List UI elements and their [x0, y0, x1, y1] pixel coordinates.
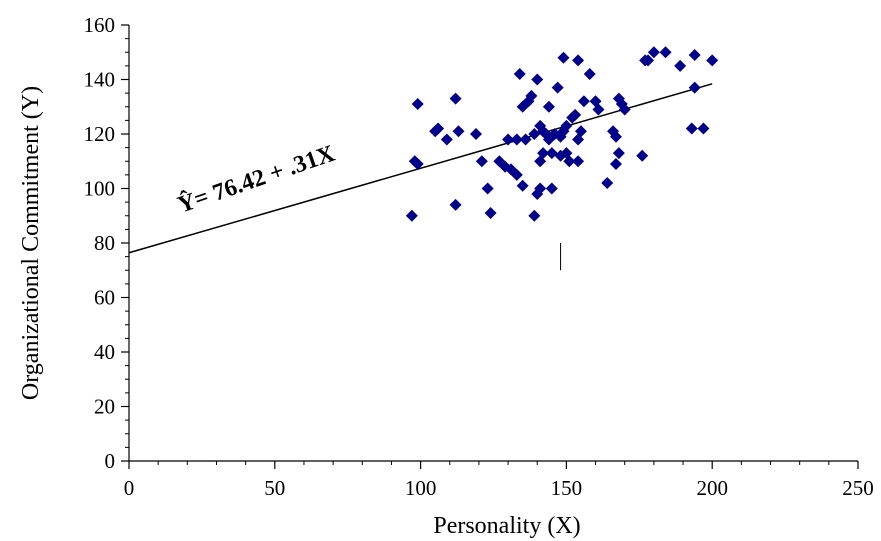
data-point: [574, 125, 587, 138]
data-point: [659, 46, 672, 59]
regression-line: [128, 83, 713, 254]
data-point: [618, 103, 631, 116]
y-tick-label: 160: [84, 13, 116, 37]
y-axis-title: Organizational Commitment (Y): [18, 86, 44, 400]
data-point: [563, 155, 576, 168]
data-point: [452, 125, 465, 138]
x-tick-label: 50: [264, 476, 285, 500]
data-point: [411, 98, 424, 111]
data-points: [405, 46, 719, 222]
data-point: [449, 92, 462, 105]
regression-line-group: [128, 83, 713, 254]
data-point: [528, 209, 541, 222]
data-point: [531, 73, 544, 86]
chart-axes: [128, 25, 858, 462]
data-point: [513, 68, 526, 81]
data-point: [502, 133, 515, 146]
data-point: [545, 182, 558, 195]
y-tick-label: 120: [84, 122, 116, 146]
x-axis-title: Personality (X): [433, 513, 580, 539]
x-tick-label: 200: [696, 476, 728, 500]
data-point: [609, 157, 622, 170]
data-point: [572, 155, 585, 168]
data-point: [537, 147, 550, 160]
x-tick-label: 100: [405, 476, 437, 500]
data-point: [481, 182, 494, 195]
x-tick-label: 0: [124, 476, 135, 500]
data-point: [440, 133, 453, 146]
data-point: [688, 81, 701, 94]
x-tick-label: 250: [842, 476, 874, 500]
y-tick-label: 40: [94, 340, 115, 364]
y-tick-label: 100: [84, 177, 116, 201]
data-point: [525, 89, 538, 102]
data-point: [432, 122, 445, 135]
regression-equation-label: Ŷ= 76.42 + .31X: [174, 140, 339, 219]
data-point: [685, 122, 698, 135]
data-point: [449, 198, 462, 211]
data-point: [609, 130, 622, 143]
data-point: [572, 54, 585, 67]
data-point: [636, 149, 649, 162]
data-point: [411, 157, 424, 170]
data-point: [674, 59, 687, 72]
data-point: [510, 168, 523, 181]
data-point: [592, 103, 605, 116]
data-point: [557, 125, 570, 138]
y-tick-label: 140: [84, 68, 116, 92]
data-point: [542, 100, 555, 113]
data-point: [405, 209, 418, 222]
data-point: [612, 147, 625, 160]
data-point: [551, 81, 564, 94]
data-point: [557, 51, 570, 64]
data-point: [516, 179, 529, 192]
data-point: [545, 147, 558, 160]
data-point: [560, 119, 573, 132]
data-point: [569, 108, 582, 121]
y-tick-label: 60: [94, 286, 115, 310]
data-point: [601, 177, 614, 190]
y-tick-label: 0: [105, 449, 116, 473]
data-point: [484, 207, 497, 220]
data-point: [577, 95, 590, 108]
data-point: [519, 133, 532, 146]
data-point: [583, 68, 596, 81]
data-point: [470, 128, 483, 140]
data-point: [528, 128, 541, 140]
chart-tick-labels: 0 20 40 60 80 100 120 140 160 0 50 100 150 200 250: [84, 13, 874, 500]
data-point: [688, 48, 701, 61]
data-point: [510, 133, 523, 146]
data-point: [697, 122, 710, 135]
chart-ticks: [121, 24, 859, 469]
data-point: [647, 46, 660, 59]
data-point: [534, 182, 547, 195]
data-point: [642, 54, 655, 67]
data-point: [706, 54, 719, 67]
y-tick-label: 20: [94, 395, 115, 419]
data-point: [475, 155, 488, 168]
y-tick-label: 80: [94, 231, 115, 255]
x-tick-label: 150: [551, 476, 583, 500]
